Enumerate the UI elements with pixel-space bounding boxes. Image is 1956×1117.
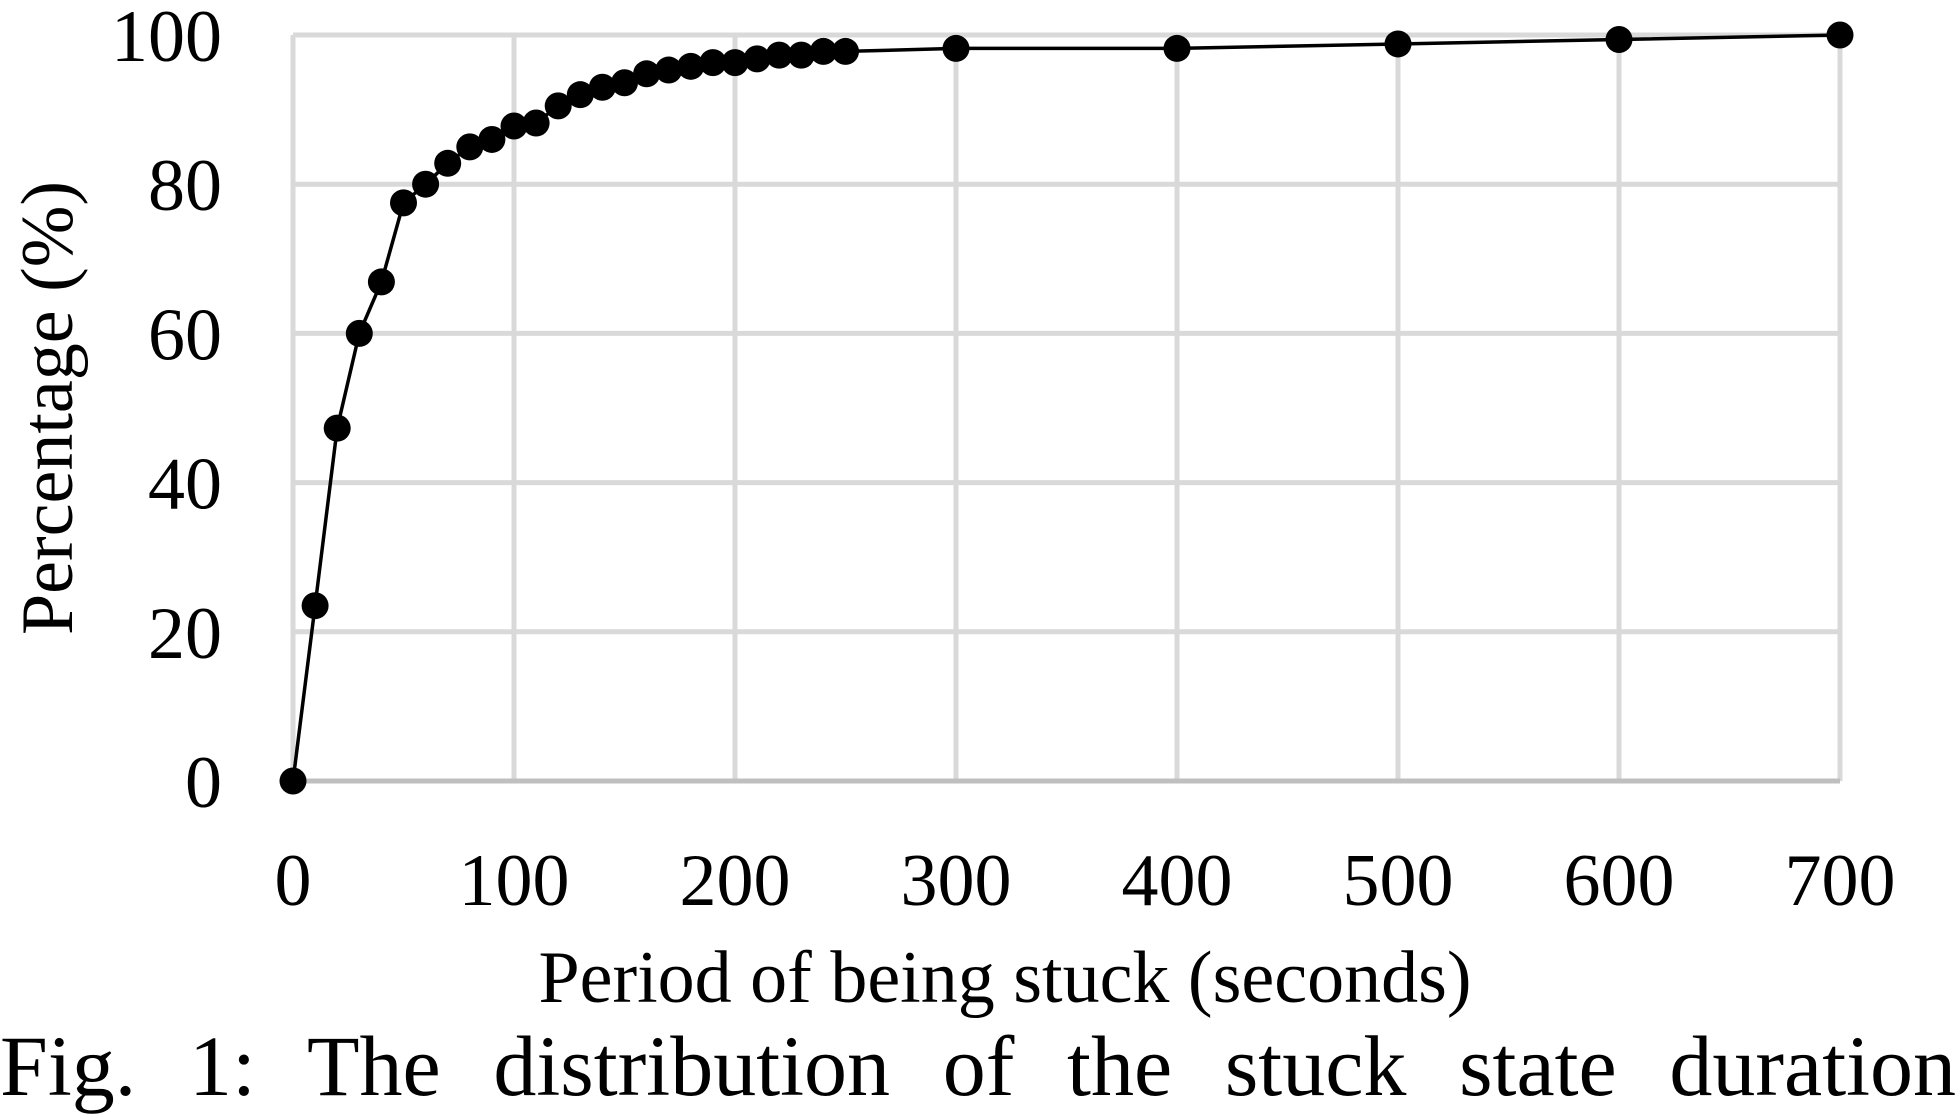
data-point bbox=[721, 49, 749, 77]
data-point bbox=[588, 73, 616, 101]
data-point bbox=[942, 34, 970, 62]
data-point bbox=[699, 49, 727, 77]
x-tick-label: 500 bbox=[1343, 840, 1454, 922]
data-point bbox=[390, 189, 417, 217]
data-point bbox=[279, 767, 307, 795]
data-point bbox=[655, 56, 683, 84]
x-tick-label: 200 bbox=[680, 840, 791, 922]
data-point bbox=[765, 41, 793, 69]
data-point bbox=[566, 81, 594, 109]
data-point bbox=[743, 45, 771, 73]
data-point bbox=[677, 52, 705, 80]
data-point bbox=[434, 149, 462, 177]
grid-lines bbox=[290, 32, 1843, 784]
data-point bbox=[500, 112, 528, 140]
y-tick-label: 40 bbox=[148, 444, 222, 526]
data-point bbox=[1384, 30, 1412, 58]
data-point bbox=[412, 170, 440, 198]
data-point bbox=[787, 41, 815, 69]
x-tick-label: 400 bbox=[1122, 840, 1233, 922]
data-point bbox=[809, 37, 837, 65]
data-point bbox=[345, 319, 373, 347]
x-tick-label: 0 bbox=[275, 840, 312, 922]
data-point bbox=[301, 592, 329, 620]
x-tick-label: 300 bbox=[901, 840, 1012, 922]
data-point bbox=[367, 268, 395, 296]
series-lines bbox=[291, 33, 1841, 782]
data-point bbox=[323, 414, 351, 442]
data-point bbox=[522, 109, 550, 137]
y-tick-label: 20 bbox=[148, 593, 222, 675]
data-point bbox=[1826, 21, 1854, 49]
x-tick-label: 100 bbox=[459, 840, 570, 922]
data-point bbox=[478, 125, 506, 153]
y-axis-title: Percentage (%) bbox=[7, 181, 89, 635]
y-tick-label: 0 bbox=[185, 742, 222, 824]
series-line bbox=[291, 33, 1841, 782]
data-point bbox=[832, 37, 859, 65]
x-tick-labels: 0 100 200 300 400 500 600 700 bbox=[275, 840, 1896, 922]
data-point bbox=[633, 60, 661, 88]
y-tick-label: 60 bbox=[148, 294, 222, 376]
data-point bbox=[456, 133, 484, 161]
figure-caption: Fig. 1: The distribution of the stuck st… bbox=[0, 1018, 1956, 1114]
y-tick-label: 80 bbox=[148, 145, 222, 227]
x-tick-label: 700 bbox=[1785, 840, 1896, 922]
x-tick-label: 600 bbox=[1564, 840, 1675, 922]
y-tick-label: 100 bbox=[111, 0, 222, 78]
series-points bbox=[279, 21, 1854, 795]
data-point bbox=[544, 92, 572, 120]
data-point bbox=[1605, 25, 1633, 53]
x-axis-title: Period of being stuck (seconds) bbox=[538, 937, 1471, 1019]
data-point bbox=[611, 69, 638, 97]
data-point bbox=[1163, 34, 1191, 62]
y-tick-labels: 0 20 40 60 80 100 bbox=[111, 0, 222, 824]
